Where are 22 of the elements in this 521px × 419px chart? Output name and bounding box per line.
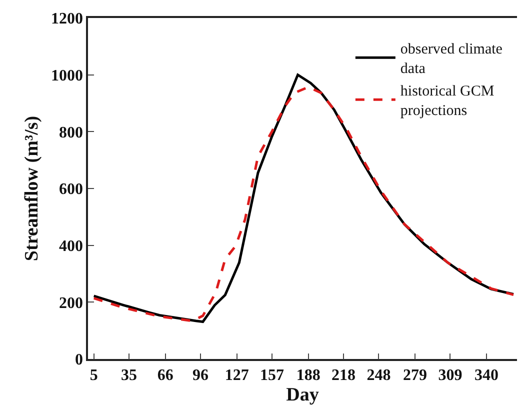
- y-tick-label: 1000: [51, 67, 84, 84]
- y-tick-label: 0: [75, 352, 84, 369]
- x-tick-label: 309: [438, 366, 462, 384]
- y-axis-title: Streamflow (m³/s): [21, 116, 42, 262]
- x-tick-label: 188: [296, 366, 320, 384]
- legend-label: historical GCM projections: [400, 84, 494, 120]
- y-tick-label: 600: [59, 181, 84, 198]
- x-tick-label: 340: [474, 366, 499, 384]
- y-tick-label: 200: [59, 294, 84, 312]
- x-tick-label: 66: [157, 366, 174, 384]
- x-tick-label: 35: [121, 366, 138, 384]
- x-tick-label: 218: [332, 366, 356, 384]
- y-tick-label: 400: [59, 238, 84, 255]
- x-tick-label: 127: [224, 366, 249, 384]
- x-tick-label: 157: [260, 366, 284, 384]
- y-tick-label: 1200: [51, 10, 84, 28]
- x-tick-label: 279: [403, 366, 428, 384]
- x-axis-title: Day: [286, 384, 320, 406]
- x-tick-label: 248: [366, 366, 391, 384]
- x-tick-label: 5: [90, 366, 98, 384]
- x-tick-label: 96: [192, 366, 209, 384]
- y-tick-label: 800: [59, 124, 84, 142]
